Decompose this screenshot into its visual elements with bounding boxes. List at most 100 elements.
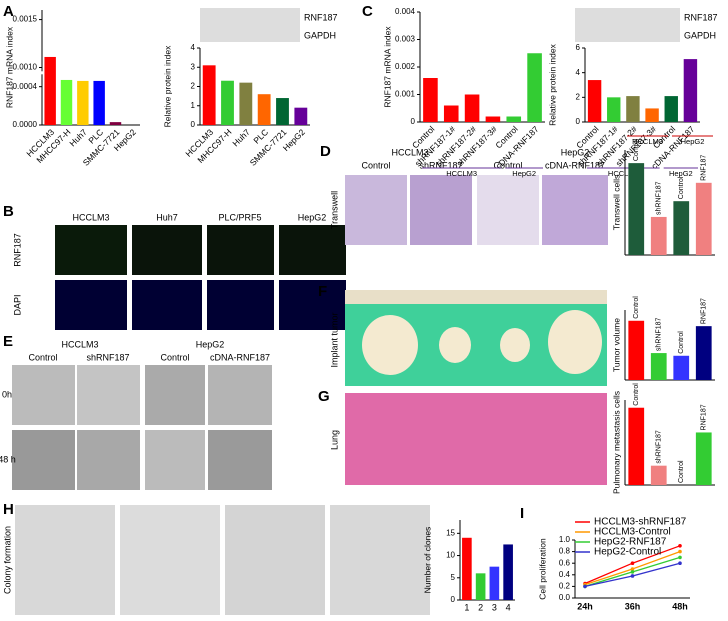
bar-label: shRNF187 — [656, 181, 663, 215]
bar-label: RNF187 — [701, 155, 708, 181]
bar — [202, 65, 216, 125]
bar-label: RNF187 — [701, 298, 708, 324]
micrograph — [542, 175, 608, 245]
y-tick-label: 0.004 — [395, 7, 416, 16]
bar — [109, 122, 122, 125]
bar — [626, 96, 640, 122]
bar — [506, 116, 522, 122]
bar-label: Control — [678, 176, 685, 199]
blot-label: GAPDH — [684, 30, 716, 40]
micrograph — [345, 175, 407, 245]
image-label: Lung — [329, 430, 339, 450]
blot — [575, 8, 680, 42]
point — [630, 561, 635, 565]
image-label: Implant tumor — [329, 312, 339, 367]
micrograph — [132, 280, 202, 330]
group-label: HepG2 — [681, 137, 705, 146]
image-label: HepG2 — [561, 147, 590, 157]
bar — [650, 216, 667, 255]
legend-label: HCCLM3-shRNF187 — [594, 517, 687, 528]
bar — [294, 107, 308, 125]
x-tick-label: 1 — [464, 602, 469, 612]
bar — [489, 566, 500, 600]
micrograph — [12, 365, 75, 425]
panel-label: E — [3, 333, 13, 350]
image-label: 0h — [2, 389, 12, 399]
y-tick-label: 10 — [446, 551, 455, 560]
legend-label: HepG2-Control — [594, 547, 661, 558]
bar — [77, 80, 89, 125]
y-tick-label: 4 — [191, 43, 196, 52]
image-label: PLC/PRF5 — [218, 212, 261, 222]
group-label: HCCLM3 — [446, 169, 477, 178]
bar — [683, 59, 698, 122]
bar-label: Control — [633, 296, 640, 319]
y-tick-label: 0.002 — [395, 62, 416, 71]
bar — [239, 82, 253, 125]
y-tick-label: 0.0015 — [13, 15, 38, 24]
micrograph — [145, 430, 205, 490]
image-label: shRNF187 — [419, 160, 462, 170]
point — [630, 574, 635, 578]
y-tick-label: 1 — [191, 101, 196, 110]
y-tick-label: 0.001 — [395, 90, 416, 99]
image-label: Control — [160, 352, 189, 362]
x-tick-label: Huh7 — [230, 127, 252, 149]
bar-label: Control — [633, 138, 640, 161]
y-tick-label: 0 — [191, 120, 196, 129]
image-label: HepG2 — [196, 339, 225, 349]
axis-break — [38, 71, 46, 75]
image-label: Transwell — [329, 191, 339, 229]
y-tick-label: 1.0 — [559, 535, 571, 544]
blot-label: GAPDH — [304, 30, 336, 40]
bar — [645, 108, 659, 122]
x-tick-label: 2 — [478, 602, 483, 612]
image-label: RNF187 — [12, 233, 22, 267]
image-label: HCCLM3 — [72, 212, 109, 222]
y-tick-label: 5 — [451, 573, 456, 582]
image-label: Control — [361, 160, 390, 170]
y-axis-label: Cell proliferation — [537, 538, 547, 600]
y-axis-label: Relative protein index — [162, 45, 172, 127]
panel-label: D — [320, 143, 331, 160]
point — [678, 555, 682, 560]
bar-label: Control — [678, 460, 685, 483]
panel-label: G — [318, 388, 330, 405]
y-axis-label: Number of clones — [422, 527, 432, 594]
y-axis-label: Tumor volume — [611, 318, 621, 372]
micrograph — [345, 393, 607, 485]
bar — [423, 78, 438, 122]
image-label: Control — [493, 160, 522, 170]
image-label: HCCLM3 — [391, 147, 428, 157]
y-tick-label: 2 — [191, 82, 196, 91]
blot-label: RNF187 — [684, 12, 718, 22]
bar — [475, 573, 486, 600]
bar — [527, 53, 542, 122]
micrograph — [279, 225, 346, 275]
ruler — [345, 290, 607, 304]
micrograph — [12, 430, 75, 490]
image-label: DAPI — [12, 294, 22, 315]
bar — [607, 97, 621, 122]
group-label: HCCLM3 — [632, 137, 663, 146]
panel-label: A — [3, 3, 14, 20]
image-label: Huh7 — [156, 212, 178, 222]
bar — [221, 80, 234, 125]
bar — [673, 201, 690, 255]
bar — [695, 326, 712, 380]
micrograph — [410, 175, 472, 245]
bar — [650, 353, 667, 380]
micrograph — [55, 280, 127, 330]
micrograph — [208, 365, 272, 425]
tumor — [500, 328, 530, 362]
bar — [628, 163, 645, 255]
micrograph — [55, 225, 127, 275]
x-tick-label: 3 — [492, 602, 497, 612]
y-axis-label: Transwell cells — [611, 175, 621, 230]
y-tick-label: 0.003 — [395, 35, 416, 44]
bar — [462, 537, 472, 600]
point — [678, 561, 682, 565]
y-tick-label: 0.8 — [559, 547, 571, 556]
y-axis-label: Pulmonary metastasis cells — [611, 391, 621, 494]
images — [12, 8, 680, 615]
